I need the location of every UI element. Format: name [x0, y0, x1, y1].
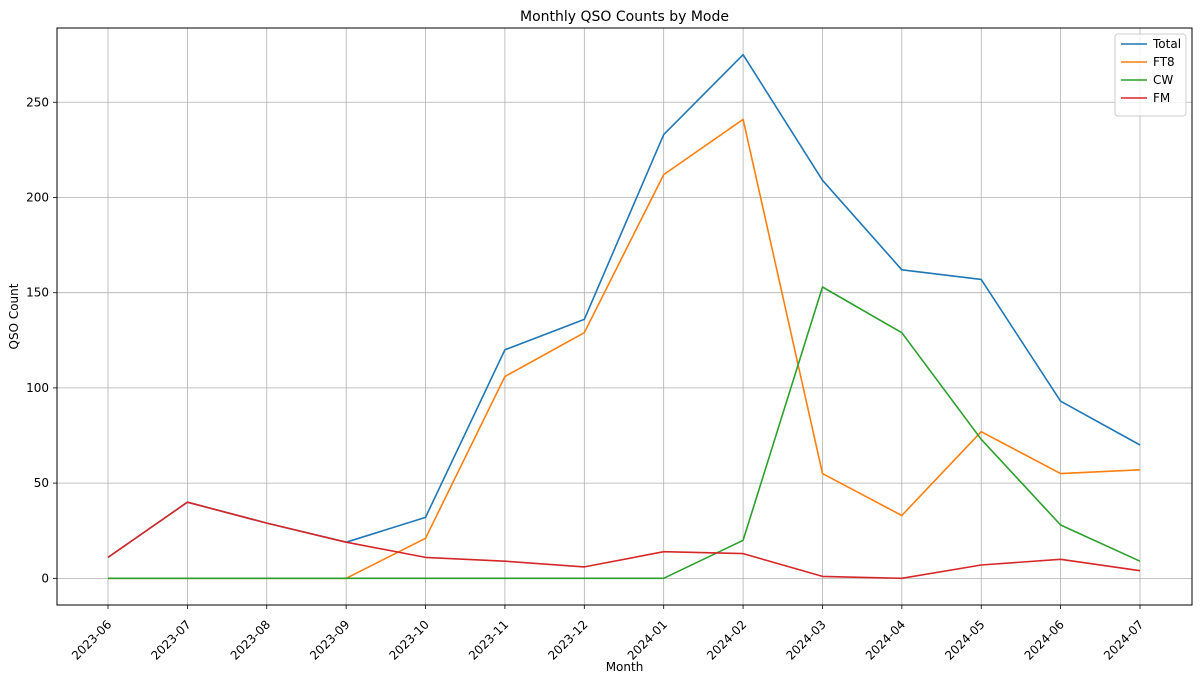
- legend-label-cw: CW: [1153, 73, 1173, 87]
- chart-title: Monthly QSO Counts by Mode: [520, 9, 729, 25]
- y-axis-label: QSO Count: [7, 283, 21, 349]
- y-tick-label: 50: [34, 476, 49, 490]
- y-tick-label: 0: [41, 571, 49, 585]
- legend-label-ft8: FT8: [1153, 55, 1175, 69]
- plot-frame: [56, 27, 1193, 606]
- series-line-cw: [108, 286, 1141, 580]
- legend: Total FT8 CW FM: [1114, 33, 1187, 117]
- legend-label-fm: FM: [1153, 91, 1170, 105]
- series-lines: [107, 53, 1141, 580]
- y-tick-label: 150: [26, 286, 49, 300]
- legend-box: [1114, 33, 1187, 117]
- series-line-fm: [107, 501, 1141, 580]
- legend-label-total: Total: [1152, 37, 1181, 51]
- y-tick-label: 200: [26, 190, 49, 204]
- y-tick-label: 250: [26, 95, 49, 109]
- x-axis-label: Month: [606, 660, 644, 674]
- y-tick-label: 100: [26, 381, 49, 395]
